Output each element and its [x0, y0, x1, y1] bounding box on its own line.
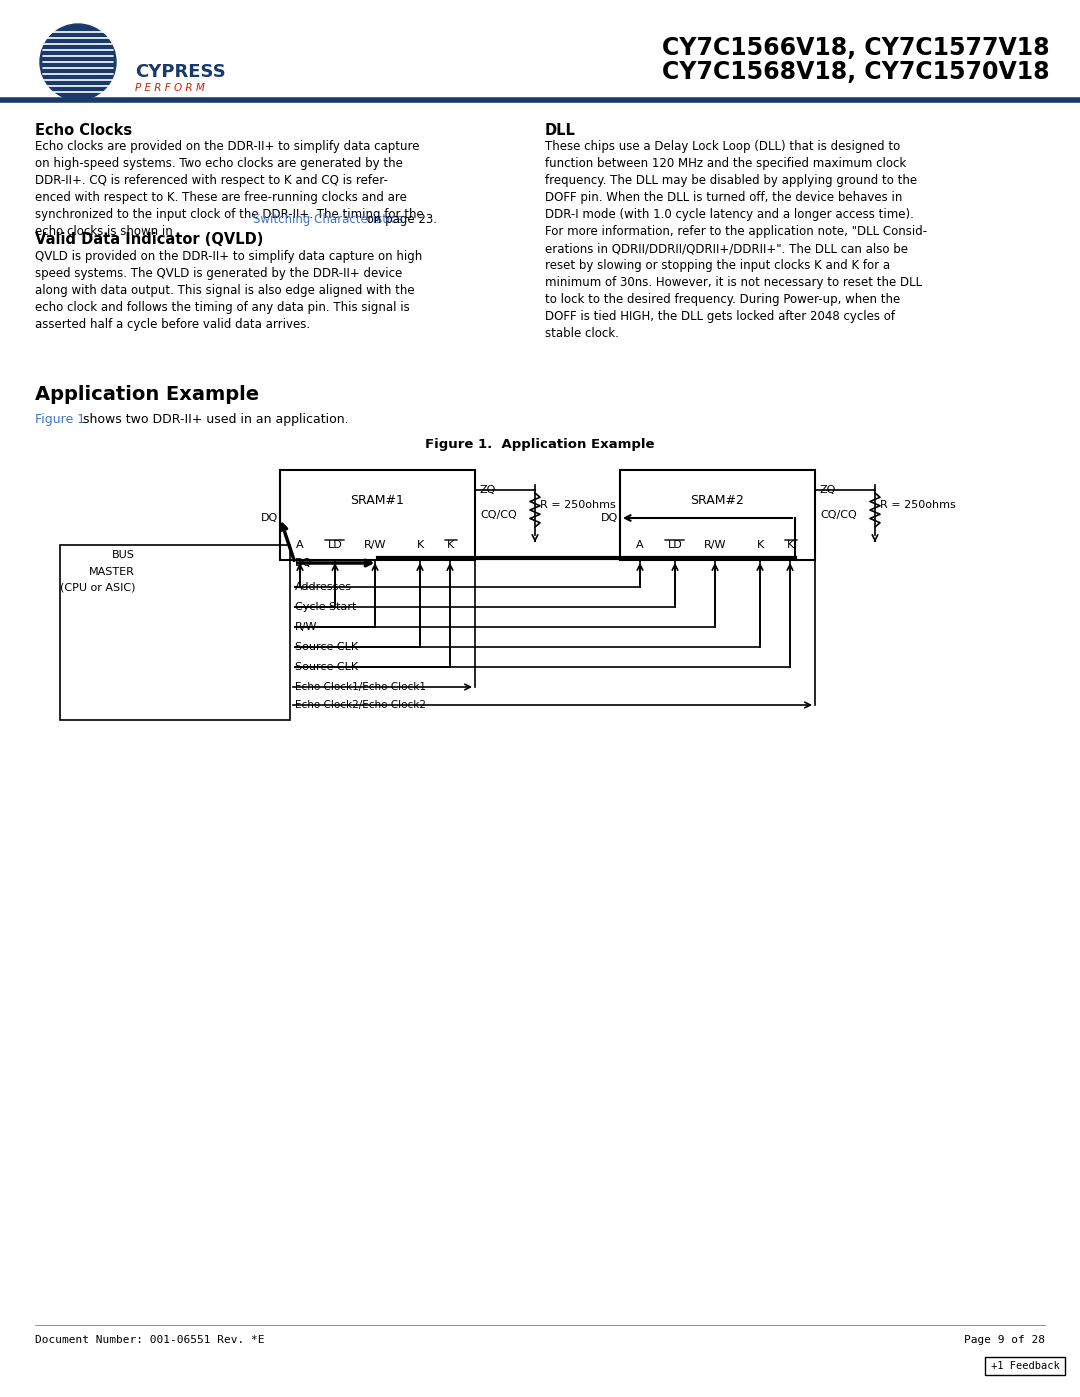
Text: Addresses: Addresses	[295, 583, 352, 592]
Text: Source CLK: Source CLK	[295, 643, 359, 652]
Text: shows two DDR-II+ used in an application.: shows two DDR-II+ used in an application…	[79, 414, 349, 426]
Text: P E R F O R M: P E R F O R M	[135, 82, 205, 94]
Text: (CPU or ASIC): (CPU or ASIC)	[59, 583, 135, 592]
Text: Application Example: Application Example	[35, 386, 259, 404]
Text: Figure 1: Figure 1	[35, 414, 85, 426]
Text: These chips use a Delay Lock Loop (DLL) that is designed to
function between 120: These chips use a Delay Lock Loop (DLL) …	[545, 140, 927, 339]
Bar	[620, 469, 815, 560]
Text: R = 250ohms: R = 250ohms	[880, 500, 956, 510]
Text: K: K	[756, 541, 764, 550]
Bar	[280, 469, 475, 560]
Text: LD: LD	[327, 541, 342, 550]
Text: Echo clocks are provided on the DDR-II+ to simplify data capture
on high-speed s: Echo clocks are provided on the DDR-II+ …	[35, 140, 423, 237]
Text: CY7C1568V18, CY7C1570V18: CY7C1568V18, CY7C1570V18	[662, 60, 1050, 84]
Text: ZQ: ZQ	[820, 485, 836, 495]
Text: CY7C1566V18, CY7C1577V18: CY7C1566V18, CY7C1577V18	[662, 36, 1050, 60]
Text: R/W: R/W	[295, 622, 318, 631]
Text: R = 250ohms: R = 250ohms	[540, 500, 616, 510]
Text: K: K	[417, 541, 423, 550]
Text: K: K	[446, 541, 454, 550]
Text: DLL: DLL	[545, 123, 576, 138]
Text: BUS: BUS	[112, 550, 135, 560]
Text: SRAM#2: SRAM#2	[690, 493, 744, 507]
Text: Cycle Start: Cycle Start	[295, 602, 356, 612]
Text: Page 9 of 28: Page 9 of 28	[964, 1336, 1045, 1345]
Text: DQ: DQ	[260, 513, 278, 522]
Text: +1 Feedback: +1 Feedback	[990, 1361, 1059, 1370]
Text: MASTER: MASTER	[90, 567, 135, 577]
Text: ZQ: ZQ	[480, 485, 497, 495]
Text: LD: LD	[667, 541, 683, 550]
Bar	[985, 1356, 1065, 1375]
Text: QVLD is provided on the DDR-II+ to simplify data capture on high
speed systems. : QVLD is provided on the DDR-II+ to simpl…	[35, 250, 422, 331]
Text: Switching Characteristics: Switching Characteristics	[253, 212, 403, 226]
Circle shape	[40, 24, 116, 101]
Text: Figure 1.  Application Example: Figure 1. Application Example	[426, 439, 654, 451]
Text: K: K	[786, 541, 794, 550]
Text: Echo Clock1/Echo Clock1: Echo Clock1/Echo Clock1	[295, 682, 426, 692]
Text: DQ: DQ	[295, 557, 312, 569]
Text: SRAM#1: SRAM#1	[351, 493, 404, 507]
Text: CQ/CQ: CQ/CQ	[820, 510, 856, 520]
Text: CYPRESS: CYPRESS	[135, 63, 226, 81]
Text: R/W: R/W	[704, 541, 726, 550]
Text: R/W: R/W	[364, 541, 387, 550]
Text: Valid Data Indicator (QVLD): Valid Data Indicator (QVLD)	[35, 232, 264, 247]
Text: DQ: DQ	[600, 513, 618, 522]
Bar	[60, 545, 291, 719]
Text: Source CLK: Source CLK	[295, 662, 359, 672]
Text: CQ/CQ: CQ/CQ	[480, 510, 516, 520]
Text: Echo Clocks: Echo Clocks	[35, 123, 132, 138]
Text: Document Number: 001-06551 Rev. *E: Document Number: 001-06551 Rev. *E	[35, 1336, 265, 1345]
Text: on page 23.: on page 23.	[363, 212, 437, 226]
Text: Echo Clock2/Echo Clock2: Echo Clock2/Echo Clock2	[295, 700, 426, 710]
Text: A: A	[296, 541, 303, 550]
Text: A: A	[636, 541, 644, 550]
